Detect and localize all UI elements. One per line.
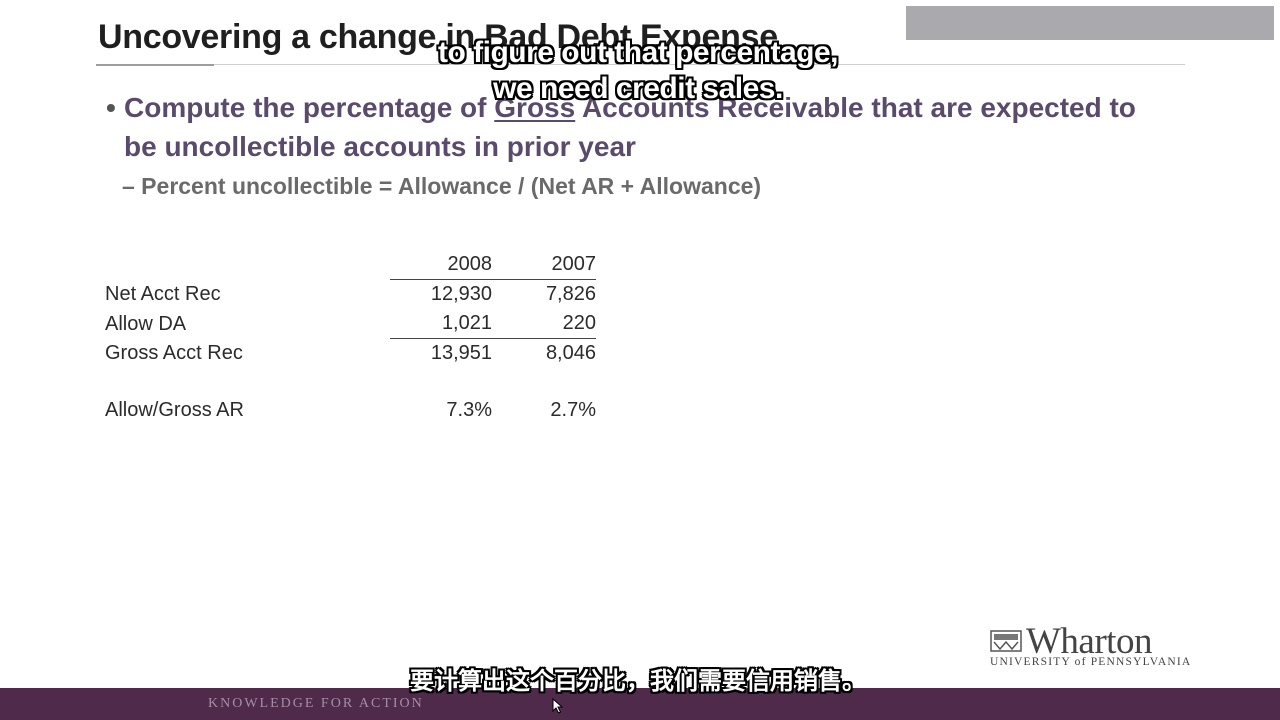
- footer-tagline: KNOWLEDGE FOR ACTION: [208, 696, 424, 711]
- bullet-text-end: Accounts Receivable that are expected to…: [124, 92, 1136, 162]
- subtitle-chinese: 要计算出这个百分比，我们需要信用销售。: [410, 667, 866, 695]
- bullet-text-start: Compute the percentage of: [124, 92, 495, 123]
- value-2007: 7,826: [545, 283, 596, 305]
- value-2008: 13,951: [430, 342, 492, 364]
- value-2008: 7.3%: [446, 399, 492, 421]
- main-bullet: • Compute the percentage of Gross Accoun…: [106, 88, 1166, 166]
- row-label: Gross Acct Rec: [105, 342, 243, 364]
- row-label: Allow DA: [105, 312, 187, 335]
- main-bullet-text: Compute the percentage of Gross Accounts…: [124, 88, 1166, 166]
- title-divider-accent: [96, 64, 214, 66]
- spacer-cell: [100, 368, 596, 396]
- value-2007: 220: [492, 309, 596, 339]
- row-label: Allow/Gross AR: [105, 399, 244, 421]
- sub-bullet-formula: – Percent uncollectible = Allowance / (N…: [122, 173, 762, 199]
- table-row-allow-da: Allow DA 1,021 220: [100, 309, 596, 339]
- header-blank-cell: [100, 250, 390, 280]
- logo-university: UNIVERSITY of PENNSYLVANIA: [990, 656, 1192, 668]
- value-2007: 8,046: [545, 342, 596, 364]
- slide-title: Uncovering a change in Bad Debt Expense: [98, 18, 778, 56]
- bullet-dot-icon: •: [106, 92, 116, 123]
- column-header-2008: 2008: [390, 250, 492, 280]
- subtitle-english-line-1: to figure out that percentage,: [437, 36, 839, 69]
- logo-wordmark: Wharton: [1026, 621, 1152, 662]
- value-2007: 2.7%: [550, 399, 596, 421]
- value-2008: 12,930: [430, 283, 492, 305]
- table-row-gross-acct-rec: Gross Acct Rec 13,951 8,046: [100, 339, 596, 369]
- top-right-banner: [906, 6, 1274, 40]
- column-header-2007: 2007: [492, 250, 596, 280]
- receivables-table: 2008 2007 Net Acct Rec 12,930 7,826 Allo…: [100, 250, 596, 425]
- table-row-allow-gross-ar: Allow/Gross AR 7.3% 2.7%: [100, 396, 596, 425]
- row-label: Net Acct Rec: [105, 283, 221, 305]
- value-2008: 1,021: [390, 309, 492, 339]
- wharton-logo: Wharton UNIVERSITY of PENNSYLVANIA: [988, 621, 1192, 674]
- table-header-row: 2008 2007: [100, 250, 596, 280]
- table-spacer-row: [100, 368, 596, 396]
- title-divider: [96, 64, 1185, 65]
- wharton-shield-icon: [990, 630, 1022, 652]
- footer-bar: KNOWLEDGE FOR ACTION: [0, 688, 1280, 720]
- mouse-pointer-icon: [552, 698, 564, 714]
- table-row-net-acct-rec: Net Acct Rec 12,930 7,826: [100, 280, 596, 310]
- bullet-text-underlined: Gross: [494, 92, 576, 123]
- subtitle-english-line-2: we need credit sales.: [493, 72, 783, 105]
